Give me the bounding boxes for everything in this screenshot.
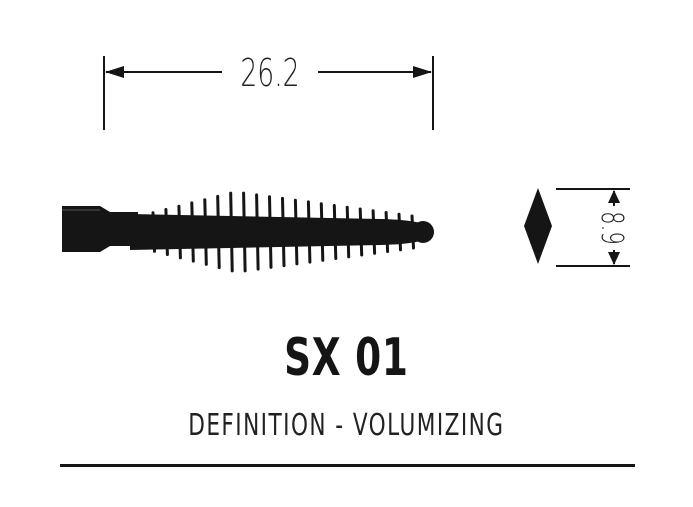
length-arrow-right	[413, 66, 432, 78]
brush-handle	[62, 206, 138, 252]
diameter-arrow-top	[608, 190, 620, 203]
brush-core	[130, 214, 433, 250]
bottom-rule	[60, 464, 635, 467]
model-description: DEFINITION - VOLUMIZING	[188, 408, 505, 443]
brush-tip	[412, 221, 434, 243]
diameter-arrow-bottom	[608, 252, 620, 265]
brush-cross-section	[524, 188, 552, 264]
length-value: 26.2	[240, 51, 299, 95]
length-arrow-left	[105, 66, 124, 78]
model-title: SX 01	[284, 328, 409, 388]
diameter-value: 8.9	[594, 211, 629, 244]
